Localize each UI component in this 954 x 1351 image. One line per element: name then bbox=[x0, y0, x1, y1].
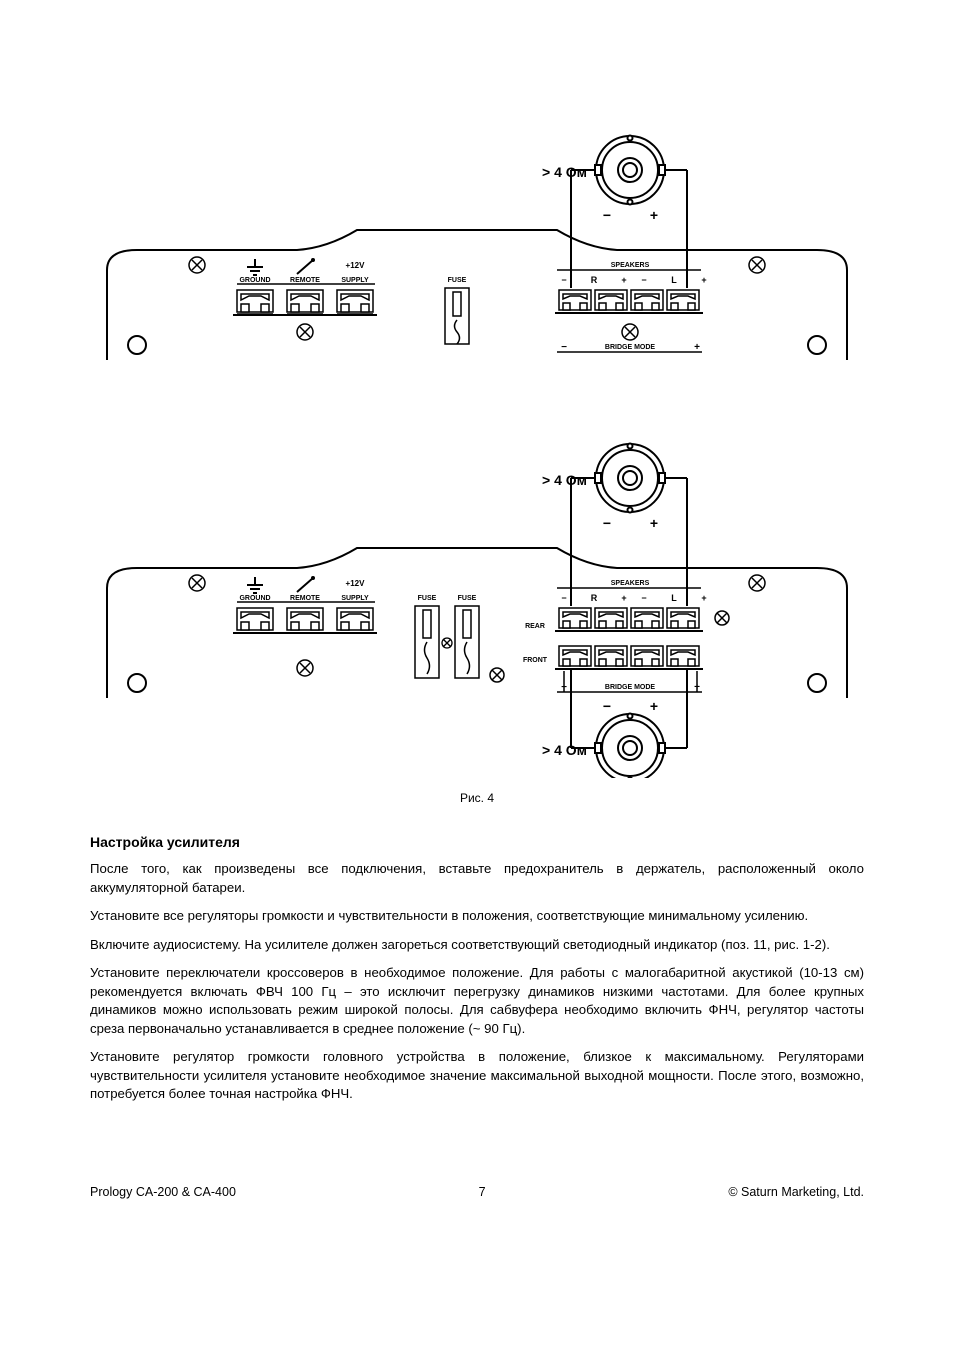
svg-text:GROUND: GROUND bbox=[239, 595, 270, 602]
svg-text:> 4 Ом: > 4 Ом bbox=[542, 164, 587, 180]
svg-text:FUSE: FUSE bbox=[458, 595, 477, 602]
svg-text:+: + bbox=[701, 593, 706, 603]
svg-text:+: + bbox=[621, 275, 626, 285]
svg-text:R: R bbox=[591, 593, 598, 603]
paragraph-4: Установите переключатели кроссоверов в н… bbox=[90, 964, 864, 1038]
svg-text:SPEAKERS: SPEAKERS bbox=[611, 262, 650, 269]
svg-text:−: − bbox=[641, 593, 646, 603]
svg-text:FUSE: FUSE bbox=[418, 595, 437, 602]
svg-text:+: + bbox=[650, 698, 658, 714]
svg-text:> 4 Ом: > 4 Ом bbox=[542, 472, 587, 488]
svg-text:−: − bbox=[603, 515, 611, 531]
paragraph-3: Включите аудиосистему. На усилителе долж… bbox=[90, 936, 864, 954]
svg-text:FRONT: FRONT bbox=[523, 657, 548, 664]
paragraph-1: После того, как произведены все подключе… bbox=[90, 860, 864, 897]
paragraph-5: Установите регулятор громкости головного… bbox=[90, 1048, 864, 1103]
page-footer: Prology CA-200 & CA-400 7 © Saturn Marke… bbox=[90, 1184, 864, 1202]
figure-caption: Рис. 4 bbox=[90, 790, 864, 807]
svg-text:+: + bbox=[701, 275, 706, 285]
svg-text:REAR: REAR bbox=[525, 623, 545, 630]
section-title: Настройка усилителя bbox=[90, 833, 864, 853]
svg-text:+: + bbox=[621, 593, 626, 603]
svg-text:FUSE: FUSE bbox=[448, 277, 467, 284]
svg-text:+12V: +12V bbox=[346, 261, 366, 270]
svg-text:−: − bbox=[641, 275, 646, 285]
diagram-2ch: GROUND REMOTE SUPPLY +12V FUSE SPEAKERS … bbox=[90, 70, 864, 370]
svg-text:SUPPLY: SUPPLY bbox=[341, 277, 369, 284]
svg-text:SUPPLY: SUPPLY bbox=[341, 595, 369, 602]
footer-left: Prology CA-200 & CA-400 bbox=[90, 1184, 236, 1202]
footer-page-number: 7 bbox=[479, 1184, 486, 1202]
svg-text:GROUND: GROUND bbox=[239, 277, 270, 284]
svg-text:REMOTE: REMOTE bbox=[290, 595, 320, 602]
svg-text:−: − bbox=[603, 207, 611, 223]
svg-text:> 4 Ом: > 4 Ом bbox=[542, 742, 587, 758]
paragraph-2: Установите все регуляторы громкости и чу… bbox=[90, 907, 864, 925]
svg-text:BRIDGE MODE: BRIDGE MODE bbox=[605, 684, 656, 691]
diagram-4ch: GROUND REMOTE SUPPLY +12V FUSE FUSE REAR… bbox=[90, 378, 864, 778]
svg-text:L: L bbox=[671, 275, 677, 285]
svg-text:+: + bbox=[650, 515, 658, 531]
svg-text:+: + bbox=[650, 207, 658, 223]
svg-text:SPEAKERS: SPEAKERS bbox=[611, 580, 650, 587]
svg-text:REMOTE: REMOTE bbox=[290, 277, 320, 284]
svg-text:−: − bbox=[603, 698, 611, 714]
svg-text:L: L bbox=[671, 593, 677, 603]
svg-text:−: − bbox=[561, 275, 566, 285]
svg-text:+12V: +12V bbox=[346, 579, 366, 588]
svg-text:R: R bbox=[591, 275, 598, 285]
svg-text:−: − bbox=[561, 593, 566, 603]
svg-text:BRIDGE MODE: BRIDGE MODE bbox=[605, 344, 656, 351]
footer-right: © Saturn Marketing, Ltd. bbox=[728, 1184, 864, 1202]
